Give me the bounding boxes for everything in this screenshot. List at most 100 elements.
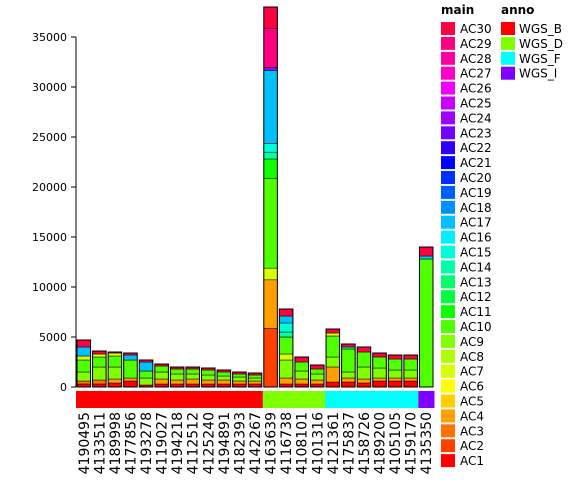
bar-segment-AC1 (357, 383, 371, 387)
anno-cell-WGS_D (309, 391, 325, 408)
bar-segment-AC9 (155, 372, 169, 379)
bar-4135350 (419, 247, 433, 387)
legend-main-label: AC4 (460, 409, 484, 423)
anno-cell-WGS_B (201, 391, 217, 408)
bar-segment-AC9 (404, 370, 418, 378)
bar-segment-AC1 (342, 382, 356, 387)
legend-main-label: AC25 (460, 97, 492, 111)
bar-segment-AC30 (264, 7, 278, 28)
bar-segment-AC9 (77, 372, 91, 381)
bar-4101316 (310, 365, 324, 387)
legend-main-swatch (441, 350, 455, 363)
bar-segment-AC17 (139, 362, 153, 371)
legend-main-swatch (441, 380, 455, 393)
bar-segment-AC10 (326, 336, 340, 357)
bar-segment-AC4 (373, 378, 387, 381)
legend-main-title: main (441, 3, 474, 17)
x-tick-label: 4189998 (108, 412, 124, 474)
bar-4194891 (217, 370, 231, 387)
legend-main-swatch (441, 409, 455, 422)
bar-segment-AC7 (108, 353, 122, 356)
legend-anno-swatch (501, 22, 515, 35)
y-tick-label: 5000 (39, 331, 67, 344)
legend-main-label: AC30 (460, 22, 492, 36)
anno-cell-WGS_B (154, 391, 170, 408)
legend-main-swatch (441, 275, 455, 288)
bar-segment-AC10 (77, 360, 91, 372)
bar-segment-AC9 (248, 378, 262, 381)
legend-main-swatch (441, 67, 455, 80)
bar-segment-AC30 (373, 353, 387, 357)
bar-segment-AC10 (186, 369, 200, 374)
legend-main-swatch (441, 186, 455, 199)
bar-segment-AC10 (388, 359, 402, 370)
bar-segment-AC14 (264, 152, 278, 159)
legend-anno-label: WGS_D (519, 37, 563, 51)
bar-segment-AC4 (202, 380, 216, 384)
bar-segment-AC4 (295, 379, 309, 384)
bar-segment-AC4 (124, 378, 138, 381)
y-axis: 05000100001500020000250003000035000 (32, 31, 76, 394)
bar-segment-AC17 (77, 347, 91, 356)
bar-segment-AC10 (310, 369, 324, 374)
bar-4194218 (170, 367, 184, 387)
bar-segment-AC10 (108, 356, 122, 367)
bar-segment-AC10 (357, 352, 371, 367)
anno-cell-WGS_B (169, 391, 185, 408)
x-tick-label: 4189200 (373, 412, 389, 474)
legend-anno-label: WGS_B (519, 22, 562, 36)
bar-segment-AC30 (77, 340, 91, 347)
x-tick-label: 4177856 (123, 412, 139, 474)
y-tick-label: 30000 (32, 81, 67, 94)
bar-segment-AC10 (155, 366, 169, 372)
bar-segment-AC1 (373, 381, 387, 387)
x-tick-label: 4105105 (388, 412, 404, 474)
bar-segment-AC9 (233, 377, 247, 381)
bar-segment-AC7 (264, 268, 278, 280)
x-tick-label: 4101316 (310, 412, 326, 474)
legend-main-swatch (441, 246, 455, 259)
bar-segment-AC2 (264, 329, 278, 387)
legend-main-label: AC1 (460, 454, 484, 468)
x-tick-label: 4112512 (186, 412, 202, 474)
bar-segment-AC4 (155, 379, 169, 384)
anno-cell-WGS_D (263, 391, 279, 408)
anno-cell-WGS_F (372, 391, 388, 408)
legend-main-swatch (441, 201, 455, 214)
anno-cell-WGS_F (325, 391, 341, 408)
bar-4125240 (202, 368, 216, 387)
legend-main-swatch (441, 171, 455, 184)
bar-segment-AC4 (357, 379, 371, 383)
bar-4163639 (264, 7, 278, 387)
x-tick-label: 4158726 (357, 412, 373, 474)
bar-segment-AC1 (388, 381, 402, 387)
bar-segment-AC17 (419, 256, 433, 259)
legend-anno-label: WGS_F (519, 52, 561, 66)
legend-main-swatch (441, 156, 455, 169)
bar-segment-AC10 (264, 178, 278, 268)
legend-main-label: AC14 (460, 260, 492, 274)
anno-cell-WGS_B (123, 391, 139, 408)
anno-cell-WGS_F (387, 391, 403, 408)
legend-main-label: AC24 (460, 111, 492, 125)
bar-segment-AC4 (342, 378, 356, 382)
bar-segment-AC3 (93, 380, 107, 384)
legend-main-label: AC12 (460, 290, 492, 304)
y-tick-label: 15000 (32, 231, 67, 244)
bar-segment-AC29 (264, 28, 278, 67)
bar-segment-AC10 (248, 375, 262, 378)
bar-segment-AC17 (264, 70, 278, 143)
bar-4133511 (93, 351, 107, 387)
bar-segment-AC7 (93, 354, 107, 357)
bar-4193278 (139, 360, 153, 387)
bar-segment-AC11 (264, 159, 278, 178)
legend-main-label: AC17 (460, 216, 492, 230)
bar-segment-AC10 (124, 360, 138, 378)
legend-main-label: AC21 (460, 156, 492, 170)
x-tick-label: 4175837 (341, 412, 357, 474)
bar-segment-AC10 (139, 371, 153, 378)
bar-segment-AC4 (170, 380, 184, 384)
bar-4108101 (295, 357, 309, 387)
legend-main-swatch (441, 305, 455, 318)
